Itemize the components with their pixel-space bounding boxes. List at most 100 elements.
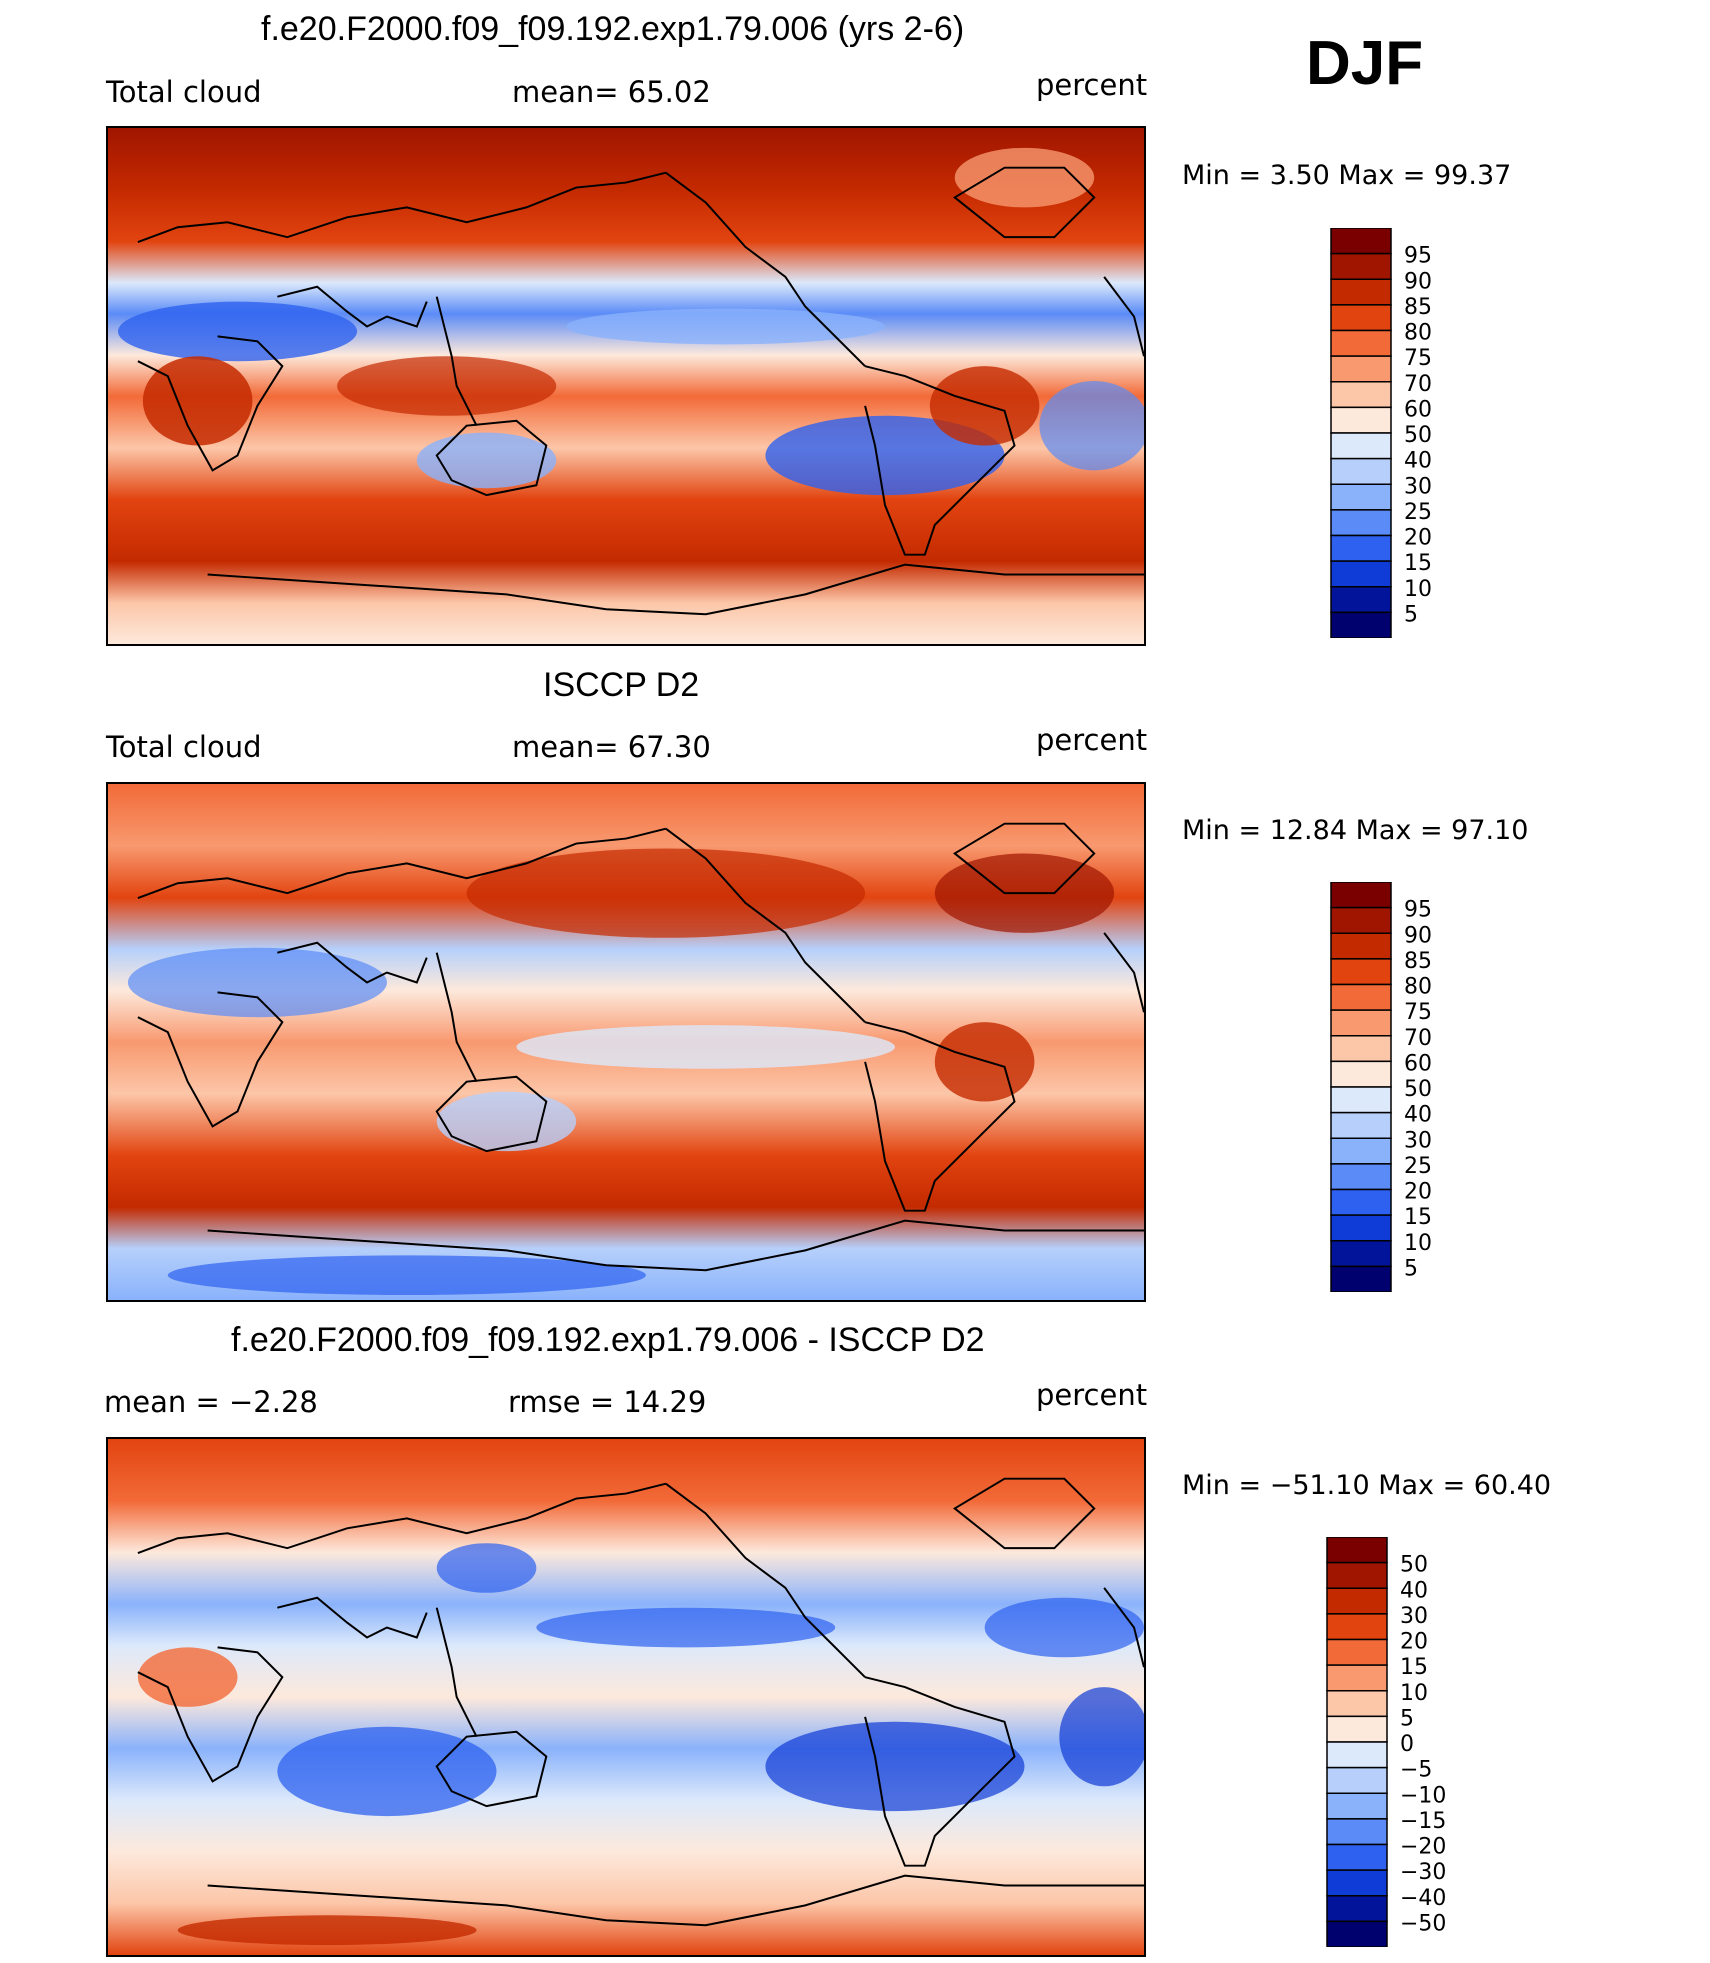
colorbar-swatch: [1330, 1009, 1392, 1037]
colorbar-tick-label: 10: [1404, 1231, 1432, 1256]
panel2-map-svg: [108, 784, 1144, 1300]
panel3-colorbar: 50 40 30 20 15 10 5 0 −5 −10 −15 −20 −30 −40 −50: [1326, 1537, 1476, 1947]
colorbar-tick-label: −30: [1400, 1860, 1446, 1885]
colorbar-swatch: [1330, 457, 1392, 485]
panel1-australia-low: [416, 432, 557, 489]
colorbar-swatch: [1330, 1137, 1392, 1165]
colorbar-swatch: [1326, 1715, 1388, 1743]
colorbar-tick-label: 15: [1400, 1655, 1428, 1680]
panel2-variable-label: Total cloud: [106, 730, 262, 764]
colorbar-tick-label: −15: [1400, 1809, 1446, 1834]
panel1-units-label: percent: [1036, 68, 1148, 102]
panel3-satl-low: [1059, 1687, 1144, 1787]
panel1-sahara-low: [117, 301, 358, 362]
colorbar-tick-label: 30: [1404, 1128, 1432, 1153]
panel1-greenland: [954, 147, 1095, 208]
colorbar-tick-label: −5: [1400, 1758, 1432, 1783]
colorbar-swatch: [1330, 252, 1392, 280]
colorbar-tick-label: 75: [1404, 346, 1432, 371]
colorbar-tick-label: 75: [1404, 1000, 1432, 1025]
panel1-sepac-low: [765, 415, 1005, 496]
colorbar-tick-label: 70: [1404, 372, 1432, 397]
colorbar-swatch: [1330, 509, 1392, 537]
colorbar-swatch: [1326, 1741, 1388, 1769]
colorbar-swatch: [1330, 1265, 1392, 1292]
panel3-africa-high: [137, 1647, 238, 1707]
colorbar-swatch: [1330, 560, 1392, 588]
colorbar-tick-label: 20: [1404, 1180, 1432, 1205]
colorbar-swatch: [1330, 906, 1392, 934]
colorbar-tick-label: 40: [1404, 1103, 1432, 1128]
colorbar-swatch: [1326, 1537, 1388, 1564]
colorbar-swatch: [1330, 586, 1392, 614]
colorbar-tick-label: 5: [1404, 602, 1418, 627]
colorbar-swatch: [1326, 1920, 1388, 1947]
colorbar-swatch: [1326, 1792, 1388, 1820]
colorbar-tick-label: 30: [1400, 1604, 1428, 1629]
colorbar-swatch: [1326, 1869, 1388, 1897]
colorbar-tick-label: 70: [1404, 1026, 1432, 1051]
panel3-map-svg: [108, 1439, 1144, 1955]
panel3-mean-label: mean = −2.28: [104, 1385, 318, 1419]
colorbar-tick-label: 90: [1404, 923, 1432, 948]
panel2-minmax: Min = 12.84 Max = 97.10: [1182, 815, 1529, 846]
colorbar-tick-label: 95: [1404, 898, 1432, 923]
colorbar-tick-label: 50: [1400, 1553, 1428, 1578]
panel1-pacific-low: [566, 308, 885, 345]
colorbar-tick-label: −10: [1400, 1783, 1446, 1808]
panel1-minmax: Min = 3.50 Max = 99.37: [1182, 160, 1512, 191]
colorbar-tick-label: 40: [1404, 449, 1432, 474]
colorbar-swatch: [1326, 1587, 1388, 1615]
panel1-africa-high: [142, 356, 253, 446]
colorbar-swatch: [1330, 1035, 1392, 1063]
panel3-map: [106, 1437, 1146, 1957]
colorbar-tick-label: 80: [1404, 321, 1432, 346]
colorbar-tick-label: 20: [1400, 1630, 1428, 1655]
colorbar-swatch: [1330, 228, 1392, 255]
colorbar-tick-label: 95: [1404, 244, 1432, 269]
colorbar-tick-label: 5: [1404, 1256, 1418, 1281]
panel2-australia-low: [436, 1091, 577, 1152]
panel2-colorbar: 95 90 85 80 75 70 60 50 40 30 25 20 15 10 5: [1330, 882, 1470, 1292]
colorbar-tick-label: 10: [1400, 1681, 1428, 1706]
panel1-title: f.e20.F2000.f09_f09.192.exp1.79.006 (yrs…: [261, 10, 965, 48]
panel2-mean-label: mean= 67.30: [512, 730, 711, 764]
panel3-sepac-low: [765, 1721, 1025, 1812]
colorbar-tick-label: 90: [1404, 269, 1432, 294]
colorbar-tick-label: 30: [1404, 474, 1432, 499]
colorbar-swatch: [1326, 1638, 1388, 1666]
colorbar-tick-label: 50: [1404, 1077, 1432, 1102]
panel3-indian-low: [277, 1726, 497, 1817]
colorbar-tick-label: 5: [1400, 1706, 1414, 1731]
colorbar-swatch: [1330, 1214, 1392, 1242]
panel2-coastlines: [137, 822, 1144, 1272]
colorbar-tick-label: 25: [1404, 500, 1432, 525]
panel2-title: ISCCP D2: [543, 666, 700, 704]
colorbar-swatch: [1326, 1766, 1388, 1794]
colorbar-swatch: [1326, 1561, 1388, 1589]
colorbar-swatch: [1326, 1843, 1388, 1871]
panel2-units-label: percent: [1036, 723, 1148, 757]
colorbar-swatch: [1330, 958, 1392, 986]
panel3-coastlines: [137, 1477, 1144, 1927]
colorbar-tick-label: 85: [1404, 295, 1432, 320]
colorbar-tick-label: 85: [1404, 949, 1432, 974]
colorbar-swatch: [1330, 1163, 1392, 1191]
colorbar-tick-label: 40: [1400, 1578, 1428, 1603]
panel1-map-svg: [108, 128, 1144, 644]
colorbar-swatch: [1330, 432, 1392, 460]
panel3-npac-low: [536, 1607, 836, 1648]
season-label: DJF: [1306, 29, 1424, 98]
colorbar-tick-label: 15: [1404, 1205, 1432, 1230]
colorbar-swatch: [1330, 329, 1392, 357]
colorbar-swatch: [1330, 1086, 1392, 1114]
colorbar-swatch: [1330, 483, 1392, 511]
colorbar-swatch: [1330, 1060, 1392, 1088]
colorbar-swatch: [1330, 983, 1392, 1011]
panel3-southern-high: [177, 1915, 477, 1946]
colorbar-swatch: [1326, 1613, 1388, 1641]
panel2-southern-low: [167, 1255, 646, 1296]
